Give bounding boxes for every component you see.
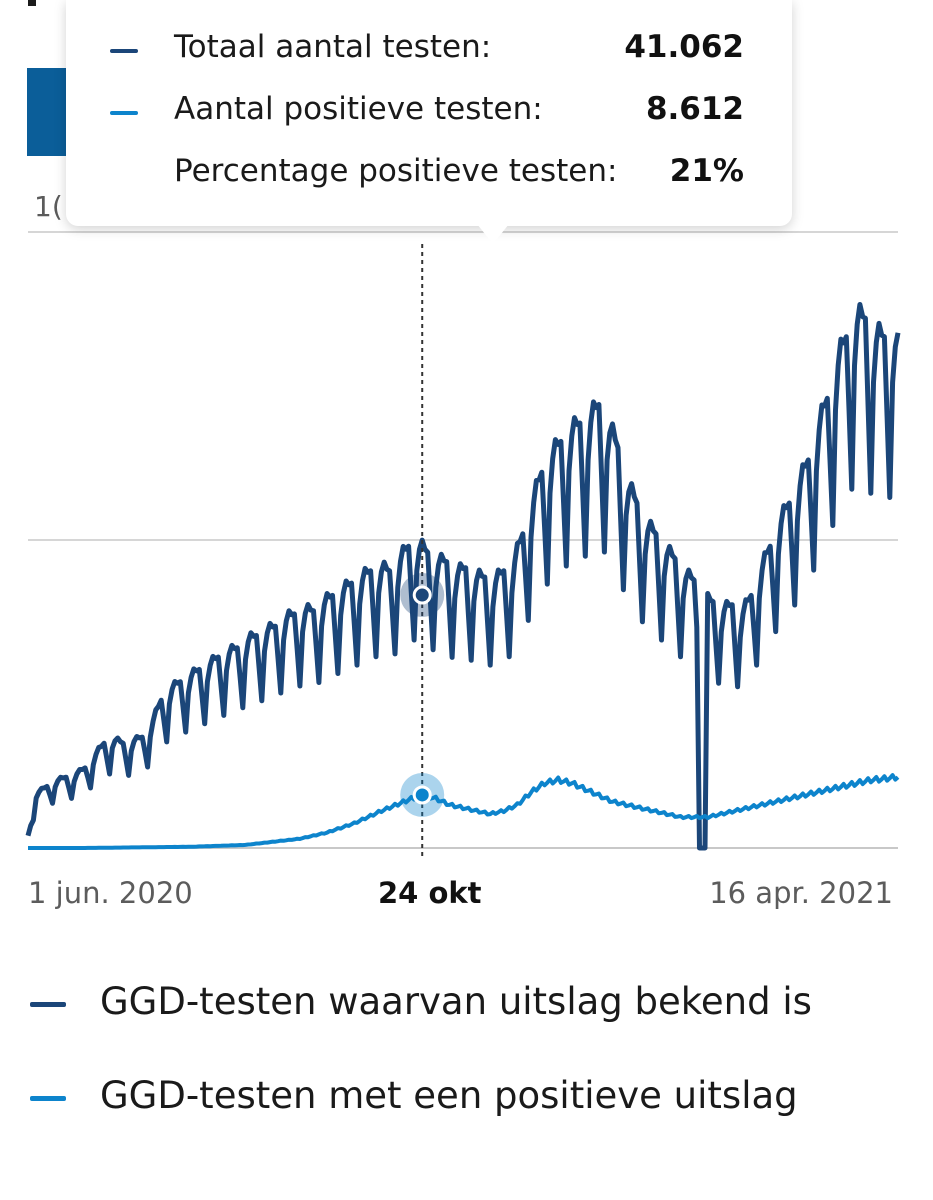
positive-series-swatch [110, 111, 138, 115]
tooltip-row-positive: Aantal positieve testen: 8.612 [66, 91, 792, 131]
x-tick-label-end: 16 apr. 2021 [709, 876, 893, 910]
legend-swatch-positive [30, 1096, 66, 1101]
y-tick-label-partial: 1( [34, 190, 63, 223]
x-tick-label-start: 1 jun. 2020 [28, 876, 193, 910]
tooltip-pointer [477, 224, 509, 244]
legend-label-positive: GGD-testen met een positieve uitslag [100, 1074, 798, 1117]
tooltip-row-percentage: Percentage positieve testen: 21% [66, 153, 792, 193]
legend-swatch-total [30, 1002, 66, 1007]
series-line-positive [28, 773, 900, 850]
x-tick-label-current: 24 okt [378, 876, 482, 910]
tooltip-label-total: Totaal aantal testen: [174, 29, 492, 65]
hover-marker-total[interactable] [412, 585, 432, 605]
tooltip-row-total: Totaal aantal testen: 41.062 [66, 29, 792, 69]
hover-marker-positive[interactable] [412, 785, 432, 805]
total-series-swatch [110, 49, 138, 53]
line-chart[interactable] [0, 0, 933, 960]
legend-label-total: GGD-testen waarvan uitslag bekend is [100, 980, 812, 1023]
tooltip-label-positive: Aantal positieve testen: [174, 91, 543, 127]
top-edge-fragment [28, 0, 36, 6]
tooltip-value-total: 41.062 [624, 29, 744, 65]
tooltip-label-percentage: Percentage positieve testen: [174, 153, 618, 189]
series-line-total [25, 302, 901, 851]
tooltip-value-positive: 8.612 [645, 91, 744, 127]
chart-tooltip: Totaal aantal testen: 41.062 Aantal posi… [66, 0, 792, 244]
tooltip-value-percentage: 21% [669, 153, 744, 189]
